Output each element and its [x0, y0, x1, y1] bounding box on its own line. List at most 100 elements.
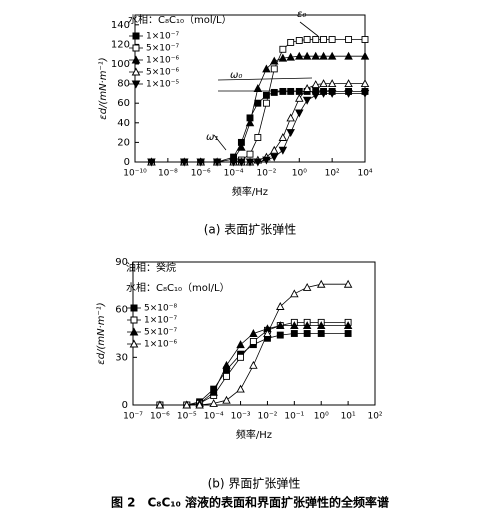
legend-marker: [132, 32, 140, 40]
x-tick-label: 10⁻⁴: [204, 412, 224, 422]
marker: [223, 372, 230, 380]
marker: [222, 360, 231, 369]
legend-label: 1×10⁻⁷: [144, 316, 177, 326]
x-tick-label: 10⁻⁴: [224, 169, 244, 179]
marker: [360, 51, 370, 60]
marker: [262, 99, 270, 107]
marker: [302, 96, 312, 105]
legend-label: 1×10⁻⁵: [146, 80, 179, 90]
legend-label: 1×10⁻⁷: [146, 32, 179, 42]
y-axis-label: εd/(mN·m⁻¹): [98, 57, 109, 119]
marker: [319, 51, 328, 60]
marker: [249, 329, 258, 337]
marker: [319, 89, 328, 98]
marker: [290, 289, 299, 298]
marker: [295, 109, 304, 118]
legend-marker: [129, 339, 139, 348]
marker: [276, 302, 285, 310]
marker: [317, 330, 325, 337]
marker: [236, 384, 245, 393]
marker: [303, 36, 311, 43]
marker: [263, 329, 272, 337]
annotation: ε₀: [297, 9, 306, 20]
x-tick-label: 10⁻⁶: [150, 412, 170, 422]
marker: [344, 89, 353, 98]
marker: [270, 145, 279, 154]
x-tick-label: 10⁻¹⁰: [123, 169, 147, 179]
marker: [212, 158, 222, 167]
marker: [295, 87, 303, 95]
legend-title: 水相：C₈C₁₀（mol/L）: [126, 281, 230, 294]
marker: [249, 360, 258, 369]
marker: [237, 142, 246, 151]
marker: [209, 387, 218, 396]
annotation: ω₀: [230, 70, 242, 81]
marker: [278, 53, 288, 62]
marker: [229, 158, 238, 167]
marker: [209, 398, 218, 407]
marker: [344, 330, 352, 337]
marker: [279, 87, 287, 95]
caption: (b) 界面扩张弹性: [208, 477, 301, 491]
y-tick-label: 40: [117, 118, 130, 129]
marker: [343, 279, 353, 288]
x-tick-label: 10⁻²: [257, 169, 277, 179]
legend-marker: [131, 80, 141, 89]
series-line: [151, 55, 365, 163]
marker: [295, 37, 303, 44]
marker: [328, 36, 336, 43]
legend-label: 5×10⁻⁷: [144, 328, 177, 338]
legend-marker: [132, 44, 140, 52]
marker: [279, 45, 287, 53]
marker: [196, 158, 205, 167]
y-tick-label: 60: [115, 305, 128, 316]
caption: (a) 表面扩张弹性: [204, 223, 297, 237]
marker: [195, 400, 204, 409]
marker: [295, 93, 304, 102]
marker: [278, 146, 288, 155]
y-tick-label: 140: [111, 20, 130, 31]
marker: [345, 36, 353, 43]
y-tick-label: 0: [124, 157, 130, 168]
marker: [311, 80, 320, 89]
legend-label: 5×10⁻⁷: [146, 44, 179, 54]
marker: [360, 79, 370, 88]
marker: [295, 51, 304, 60]
y-tick-label: 80: [117, 79, 130, 90]
x-tick-label: 10⁻³: [231, 412, 251, 422]
y-axis-label: εd/(mN·m⁻¹): [96, 302, 107, 364]
marker: [182, 400, 192, 409]
marker: [316, 321, 326, 330]
marker: [287, 38, 295, 46]
marker: [249, 337, 257, 345]
marker: [262, 64, 271, 73]
marker: [344, 51, 353, 60]
marker: [276, 321, 285, 330]
marker: [361, 36, 369, 43]
x-tick-label: 10⁰: [314, 412, 329, 422]
marker: [278, 133, 288, 141]
marker: [270, 56, 279, 65]
marker: [286, 129, 295, 138]
marker: [302, 51, 312, 60]
x-tick-label: 10⁻⁷: [123, 412, 143, 422]
marker: [254, 134, 262, 141]
legend-marker: [131, 55, 141, 64]
y-tick-label: 90: [115, 257, 128, 268]
marker: [344, 79, 353, 88]
marker: [270, 153, 279, 162]
legend-title: 水相：C₈C₁₀（mol/L）: [128, 13, 232, 26]
y-tick-label: 120: [111, 39, 130, 50]
marker: [253, 84, 263, 92]
marker: [303, 330, 311, 337]
legend-marker: [130, 316, 138, 324]
x-axis-label: 频率/Hz: [236, 428, 272, 441]
legend-marker: [131, 67, 141, 76]
x-tick-label: 10²: [367, 412, 382, 422]
marker: [312, 36, 320, 43]
x-tick-label: 10²: [325, 169, 340, 179]
marker: [270, 65, 278, 73]
x-tick-label: 10⁴: [357, 169, 372, 179]
annotation-line: [217, 77, 313, 81]
